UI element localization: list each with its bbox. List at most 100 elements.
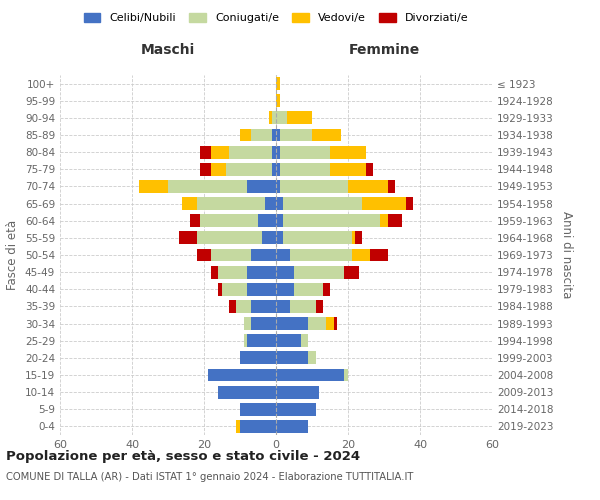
Bar [276, 232, 283, 244]
Text: Popolazione per età, sesso e stato civile - 2024: Popolazione per età, sesso e stato civil… [6, 450, 360, 463]
Bar [251, 128, 272, 141]
Bar [240, 128, 251, 141]
Bar [290, 300, 316, 313]
Bar [276, 112, 287, 124]
Bar [276, 368, 344, 382]
Bar [272, 163, 276, 175]
Text: Femmine: Femmine [349, 44, 419, 58]
Bar [247, 283, 276, 296]
Bar [334, 317, 337, 330]
Bar [344, 368, 348, 382]
Bar [294, 283, 323, 296]
Bar [168, 180, 247, 193]
Bar [326, 317, 334, 330]
Bar [276, 163, 280, 175]
Bar [380, 214, 388, 227]
Bar [200, 163, 211, 175]
Bar [276, 77, 280, 90]
Bar [276, 420, 308, 433]
Bar [222, 283, 247, 296]
Bar [240, 352, 276, 364]
Bar [258, 214, 276, 227]
Bar [276, 266, 294, 278]
Bar [211, 163, 226, 175]
Bar [276, 300, 290, 313]
Bar [236, 420, 240, 433]
Bar [226, 163, 272, 175]
Bar [316, 300, 323, 313]
Bar [276, 197, 283, 210]
Bar [236, 300, 251, 313]
Bar [211, 266, 218, 278]
Bar [247, 180, 276, 193]
Bar [366, 163, 373, 175]
Bar [280, 163, 330, 175]
Bar [262, 232, 276, 244]
Bar [251, 317, 276, 330]
Bar [229, 146, 272, 158]
Bar [200, 146, 211, 158]
Bar [211, 248, 251, 262]
Bar [283, 214, 380, 227]
Bar [179, 232, 197, 244]
Bar [370, 248, 388, 262]
Bar [308, 352, 316, 364]
Bar [229, 300, 236, 313]
Bar [240, 420, 276, 433]
Bar [218, 386, 276, 398]
Bar [247, 266, 276, 278]
Bar [211, 146, 229, 158]
Bar [251, 248, 276, 262]
Bar [276, 180, 280, 193]
Bar [294, 266, 344, 278]
Bar [272, 128, 276, 141]
Bar [197, 197, 265, 210]
Bar [276, 403, 316, 415]
Bar [348, 180, 388, 193]
Bar [218, 283, 222, 296]
Bar [280, 146, 330, 158]
Bar [182, 197, 197, 210]
Bar [272, 112, 276, 124]
Bar [312, 128, 341, 141]
Bar [276, 386, 319, 398]
Bar [276, 334, 301, 347]
Y-axis label: Anni di nascita: Anni di nascita [560, 212, 573, 298]
Bar [276, 146, 280, 158]
Bar [283, 197, 362, 210]
Bar [323, 283, 330, 296]
Bar [276, 248, 290, 262]
Bar [406, 197, 413, 210]
Bar [251, 300, 276, 313]
Text: COMUNE DI TALLA (AR) - Dati ISTAT 1° gennaio 2024 - Elaborazione TUTTITALIA.IT: COMUNE DI TALLA (AR) - Dati ISTAT 1° gen… [6, 472, 413, 482]
Bar [139, 180, 168, 193]
Bar [218, 266, 247, 278]
Bar [208, 368, 276, 382]
Bar [388, 180, 395, 193]
Text: Maschi: Maschi [141, 44, 195, 58]
Bar [388, 214, 402, 227]
Bar [276, 214, 283, 227]
Bar [362, 197, 406, 210]
Bar [269, 112, 272, 124]
Bar [308, 317, 326, 330]
Bar [355, 232, 362, 244]
Bar [240, 403, 276, 415]
Bar [280, 180, 348, 193]
Bar [197, 232, 262, 244]
Bar [244, 334, 247, 347]
Bar [197, 248, 211, 262]
Bar [344, 266, 359, 278]
Bar [301, 334, 308, 347]
Bar [200, 214, 258, 227]
Bar [276, 128, 280, 141]
Bar [352, 248, 370, 262]
Bar [330, 146, 366, 158]
Bar [287, 112, 312, 124]
Legend: Celibi/Nubili, Coniugati/e, Vedovi/e, Divorziati/e: Celibi/Nubili, Coniugati/e, Vedovi/e, Di… [79, 8, 473, 28]
Bar [330, 163, 366, 175]
Bar [190, 214, 200, 227]
Bar [247, 334, 276, 347]
Bar [280, 128, 312, 141]
Bar [276, 317, 308, 330]
